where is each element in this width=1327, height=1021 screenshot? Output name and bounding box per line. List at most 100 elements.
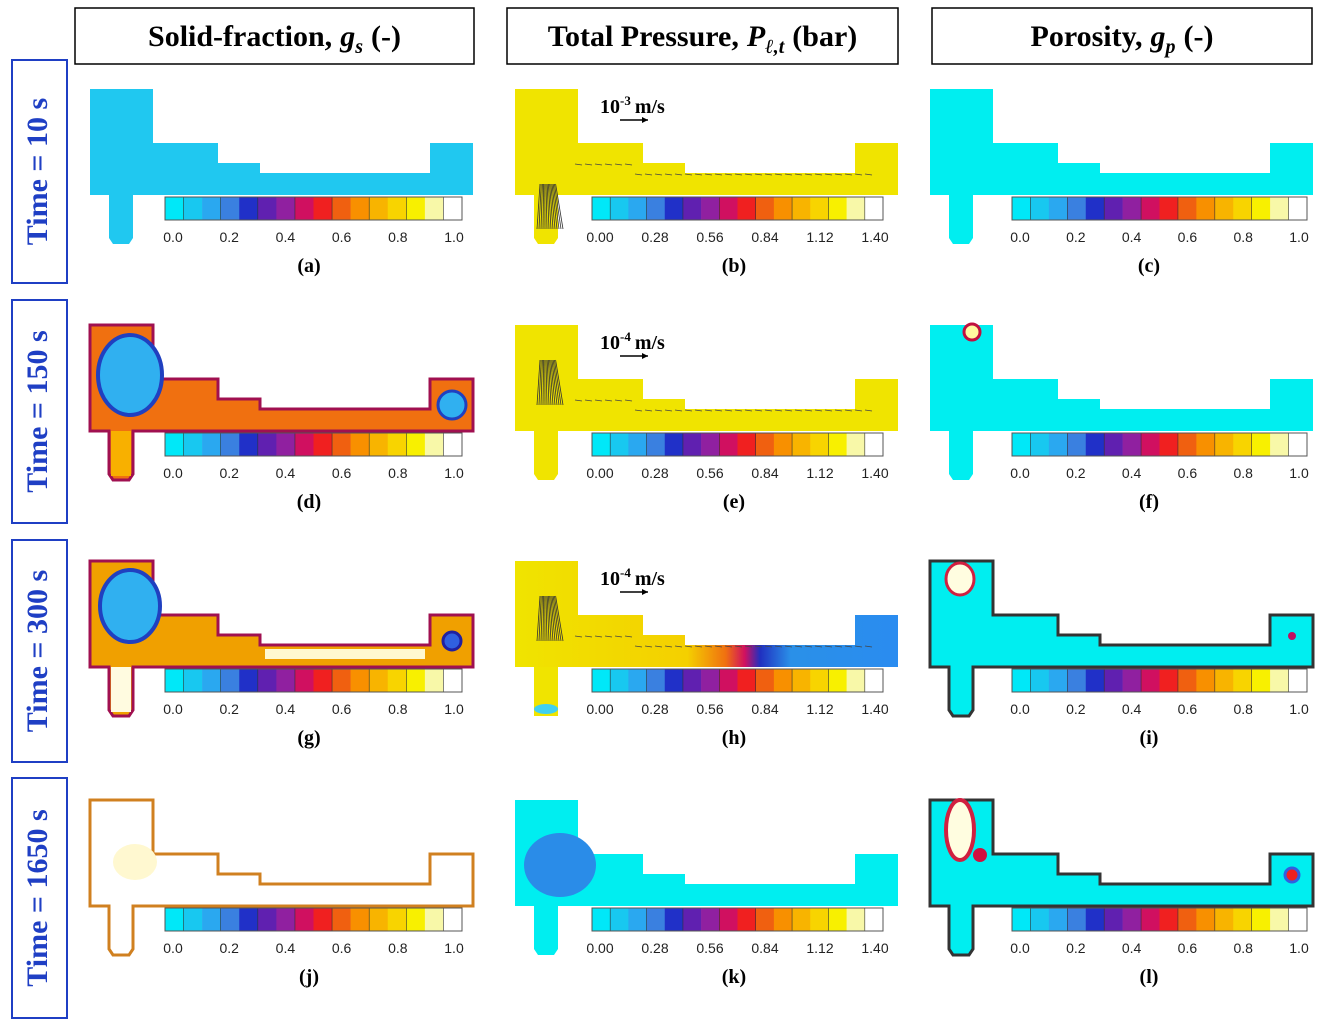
velocity-vector	[774, 173, 783, 176]
colorbar-tick-label: 0.2	[219, 465, 239, 481]
colorbar-tick-label: 0.8	[1233, 229, 1253, 245]
colorbar-segment	[294, 908, 314, 931]
velocity-vector	[555, 595, 564, 642]
colorbar-frame	[164, 196, 463, 221]
colorbar-tick-label: 1.40	[861, 229, 888, 245]
velocity-vector	[542, 359, 544, 406]
colorbar-tick-label: 0.8	[1233, 465, 1253, 481]
colorbar-segment	[792, 197, 811, 220]
colorbar-segment	[1159, 197, 1179, 220]
colorbar-segment	[846, 433, 866, 456]
field-region	[436, 389, 468, 421]
colorbar-segment	[810, 197, 829, 220]
colorbar-segment	[592, 908, 611, 931]
colorbar-segment	[682, 433, 702, 456]
velocity-vector	[551, 595, 558, 642]
colorbar-tick-label: 0.6	[1178, 229, 1198, 245]
velocity-vector	[594, 399, 603, 402]
colorbar-segment	[406, 908, 426, 931]
colorbar-tick-label: 0.4	[1122, 701, 1142, 717]
colorbar-tick-label: 0.6	[332, 940, 352, 956]
colorbar-frame	[164, 432, 463, 457]
velocity-vector	[624, 399, 633, 402]
velocity-vector	[540, 183, 543, 230]
colorbar-segment	[610, 908, 629, 931]
colorbar-segment	[443, 908, 463, 931]
colorbar-segment	[1067, 908, 1087, 931]
colorbar-segment	[1270, 433, 1289, 456]
colorbar-segment	[350, 669, 370, 692]
row-box	[11, 777, 68, 1019]
velocity-vector	[734, 645, 743, 648]
row-label: Time = 300 s	[21, 570, 54, 732]
field-region	[111, 667, 131, 712]
colorbar-segment	[737, 433, 756, 456]
colorbar-segment	[406, 433, 426, 456]
velocity-vector	[594, 635, 603, 638]
velocity-vector	[744, 409, 753, 412]
colorbar-segment	[592, 433, 611, 456]
panel-label: (j)	[299, 966, 319, 988]
colorbar-segment	[332, 197, 351, 220]
velocity-vector	[644, 409, 653, 412]
colorbar-segment	[701, 197, 720, 220]
field-region	[944, 561, 976, 597]
colorbar-segment	[350, 908, 370, 931]
colorbar-segment	[1141, 908, 1160, 931]
colorbar-segment	[664, 433, 684, 456]
colorbar-segment	[276, 433, 296, 456]
colorbar-segment	[294, 669, 314, 692]
colorbar-segment	[220, 197, 240, 220]
velocity-vector	[546, 359, 550, 406]
casting-domain	[88, 798, 475, 957]
velocity-vector	[574, 399, 583, 402]
panel: 0.0 0.2 0.4 0.6 0.8 1.0 (j)	[88, 798, 475, 988]
field-region	[1283, 866, 1301, 884]
velocity-vector	[538, 183, 542, 230]
casting-domain	[515, 89, 898, 244]
colorbar-tick-label: 0.8	[388, 701, 408, 717]
colorbar-segment	[424, 433, 444, 456]
casting-domain	[515, 561, 898, 716]
colorbar-segment	[792, 908, 811, 931]
panel: 0.0 0.2 0.4 0.6 0.8 1.0 (g)	[88, 559, 475, 749]
velocity-vector	[784, 173, 793, 176]
velocity-vector	[604, 635, 613, 638]
colorbar-segment	[1196, 669, 1216, 692]
colorbar-segment	[755, 433, 775, 456]
colorbar-segment	[165, 908, 184, 931]
colorbar-segment	[1233, 908, 1252, 931]
colorbar-segment	[1122, 908, 1142, 931]
colorbar-tick-label: 0.8	[388, 940, 408, 956]
velocity-vector	[724, 409, 733, 412]
colorbar-tick-label: 0.00	[586, 701, 613, 717]
colorbar-segment	[332, 433, 351, 456]
velocity-vector	[814, 645, 823, 648]
velocity-vector	[594, 163, 603, 166]
colorbar-tick-label: 0.6	[1178, 701, 1198, 717]
colorbar-segment	[592, 197, 611, 220]
colorbar-tick-label: 0.0	[1010, 940, 1030, 956]
colorbar-segment	[257, 669, 277, 692]
velocity-vector	[754, 409, 763, 412]
panel-label: (i)	[1140, 727, 1159, 749]
colorbar-segment	[165, 433, 184, 456]
colorbar-segment	[1122, 433, 1142, 456]
colorbar-segment	[828, 433, 847, 456]
velocity-vector	[551, 359, 558, 406]
velocity-vector	[634, 173, 643, 176]
colorbar-frame	[1011, 668, 1308, 693]
velocity-vector	[548, 183, 552, 230]
colorbar-segment	[864, 433, 884, 456]
velocity-vector	[549, 183, 554, 230]
velocity-vector	[724, 645, 733, 648]
colorbar-segment	[719, 908, 738, 931]
row-label: Time = 1650 s	[21, 809, 54, 986]
colorbar-segment	[313, 908, 333, 931]
field-region	[111, 431, 131, 476]
colorbar-segment	[664, 197, 684, 220]
velocity-vector	[555, 183, 564, 230]
velocity-vector	[824, 173, 833, 176]
colorbar-segment	[737, 908, 756, 931]
